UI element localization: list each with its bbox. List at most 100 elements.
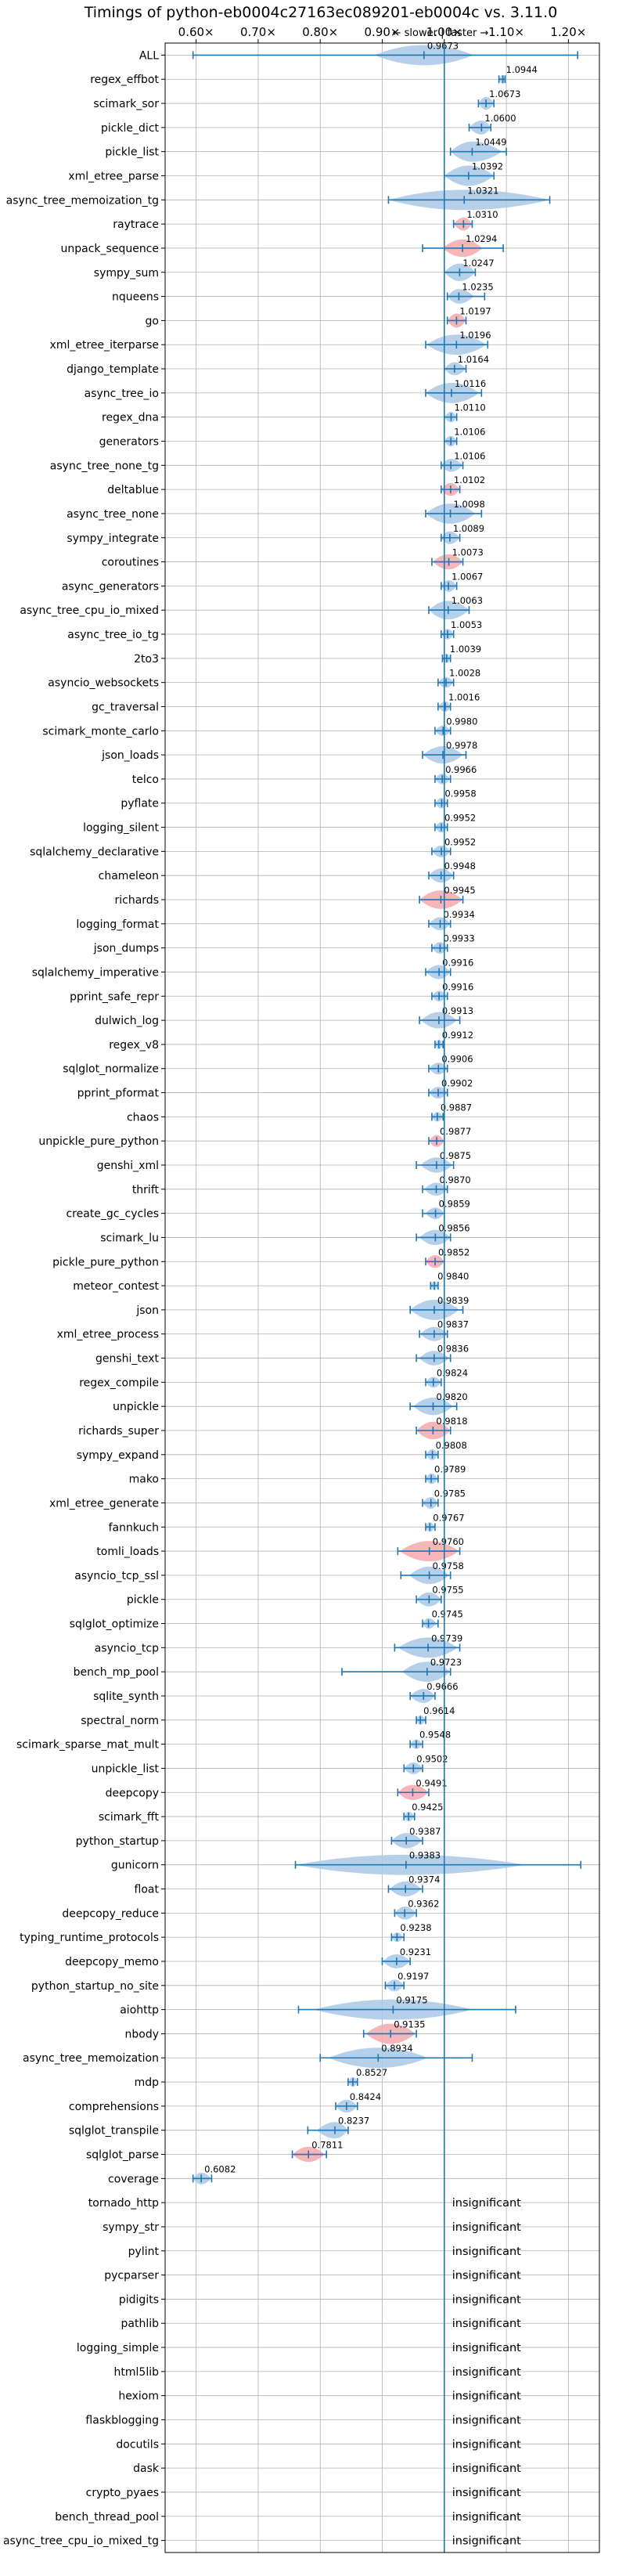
value-label: 0.9840 bbox=[437, 1271, 469, 1282]
benchmark-name: deepcopy_reduce bbox=[62, 1907, 159, 1920]
benchmark-row: float 0.9374 bbox=[135, 1874, 440, 1897]
benchmark-name: html5lib bbox=[114, 2366, 160, 2379]
benchmark-name: create_gc_cycles bbox=[66, 1208, 159, 1221]
benchmark-row: sympy_str insignificant bbox=[103, 2221, 521, 2234]
value-label: 1.0039 bbox=[450, 644, 481, 655]
benchmark-name: regex_dna bbox=[102, 412, 159, 424]
benchmark-name: nqueens bbox=[112, 291, 159, 304]
benchmark-name: pathlib bbox=[121, 2318, 160, 2330]
benchmark-row: sympy_sum 1.0247 bbox=[94, 258, 495, 281]
value-label: 1.0294 bbox=[466, 233, 497, 244]
benchmark-row: pprint_pformat 0.9902 bbox=[77, 1078, 473, 1100]
insignificant-label: insignificant bbox=[452, 2197, 521, 2210]
benchmark-row: hexiom insignificant bbox=[118, 2390, 521, 2403]
value-label: 0.9887 bbox=[441, 1102, 472, 1113]
grid-lines bbox=[165, 43, 599, 2553]
value-label: 0.9837 bbox=[437, 1319, 469, 1330]
benchmark-row: pickle_list 1.0449 bbox=[105, 137, 507, 162]
benchmark-row: bench_mp_pool 0.9723 bbox=[74, 1657, 462, 1683]
benchmark-name: logging_simple bbox=[77, 2342, 159, 2354]
benchmark-name: async_tree_io_tg bbox=[67, 629, 159, 641]
x-tick-label: 0.80× bbox=[302, 25, 338, 39]
benchmark-row: json_loads 0.9978 bbox=[101, 740, 477, 764]
benchmark-name: fannkuch bbox=[109, 1521, 159, 1534]
value-label: 0.9135 bbox=[394, 2019, 425, 2029]
benchmark-row: deepcopy 0.9491 bbox=[106, 1777, 448, 1800]
benchmark-row: bench_thread_pool insignificant bbox=[55, 2511, 521, 2524]
benchmark-row: async_tree_cpu_io_mixed 1.0063 bbox=[20, 595, 483, 620]
value-label: 1.0310 bbox=[466, 209, 498, 220]
x-tick-label: 1.10× bbox=[488, 25, 524, 39]
benchmark-row: pidigits insignificant bbox=[119, 2293, 521, 2306]
value-label: 1.0102 bbox=[454, 474, 485, 485]
benchmark-name: coroutines bbox=[102, 557, 159, 569]
value-label: 0.9231 bbox=[400, 1946, 431, 1957]
benchmark-row: pathlib insignificant bbox=[121, 2318, 522, 2330]
value-label: 0.9978 bbox=[446, 740, 477, 751]
value-label: 0.9824 bbox=[437, 1367, 468, 1378]
benchmark-name: genshi_xml bbox=[97, 1160, 159, 1172]
benchmark-row: async_tree_cpu_io_mixed_tg insignificant bbox=[3, 2535, 521, 2548]
benchmark-name: regex_effbot bbox=[90, 74, 159, 86]
value-label: 0.9491 bbox=[416, 1777, 447, 1788]
value-label: 1.0164 bbox=[458, 354, 489, 365]
insignificant-label: insignificant bbox=[452, 2342, 521, 2354]
benchmark-row: thrift 0.9870 bbox=[132, 1174, 471, 1196]
value-label: 0.9870 bbox=[439, 1174, 470, 1185]
x-tick-label: 1.20× bbox=[550, 25, 586, 39]
benchmark-row: pickle_dict 1.0600 bbox=[101, 113, 516, 135]
benchmark-row: json 0.9839 bbox=[135, 1295, 469, 1320]
value-label: 1.0098 bbox=[454, 499, 485, 510]
value-label: 0.6082 bbox=[204, 2163, 236, 2174]
value-label: 0.9723 bbox=[430, 1657, 462, 1668]
benchmark-name: sympy_sum bbox=[94, 267, 159, 280]
benchmark-row: python_startup_no_site 0.9197 bbox=[31, 1971, 429, 1993]
benchmark-name: telco bbox=[132, 774, 159, 786]
value-label: 0.9852 bbox=[438, 1247, 470, 1257]
value-label: 1.0063 bbox=[452, 595, 483, 606]
benchmark-row: sqlglot_normalize 0.9906 bbox=[63, 1054, 473, 1076]
benchmark-row: sqlglot_transpile 0.8237 bbox=[69, 2116, 369, 2139]
benchmark-name: async_generators bbox=[62, 580, 159, 593]
value-label: 0.9758 bbox=[433, 1560, 464, 1571]
benchmark-name: gc_traversal bbox=[92, 701, 159, 713]
plot-frame bbox=[164, 42, 600, 2553]
benchmark-row: pyflate 0.9958 bbox=[121, 788, 476, 810]
value-label: 0.8934 bbox=[381, 2043, 412, 2054]
value-label: 0.9952 bbox=[444, 813, 476, 824]
insignificant-label: insignificant bbox=[452, 2318, 521, 2330]
benchmark-name: richards bbox=[115, 894, 160, 907]
benchmark-name: spectral_norm bbox=[81, 1715, 159, 1727]
benchmark-row: async_tree_io 1.0116 bbox=[85, 378, 486, 403]
benchmark-name: scimark_sparse_mat_mult bbox=[16, 1739, 159, 1752]
benchmark-row: coroutines 1.0073 bbox=[102, 547, 484, 570]
benchmark-row: logging_simple insignificant bbox=[77, 2342, 521, 2354]
benchmark-row: asyncio_tcp_ssl 0.9758 bbox=[74, 1560, 464, 1585]
benchmark-name: django_template bbox=[67, 363, 159, 376]
benchmark-row: async_tree_none_tg 1.0106 bbox=[50, 450, 486, 472]
benchmark-row: xml_etree_generate 0.9785 bbox=[49, 1488, 466, 1510]
benchmark-name: bench_thread_pool bbox=[55, 2511, 159, 2524]
insignificant-label: insignificant bbox=[452, 2246, 521, 2258]
benchmark-row: tornado_http insignificant bbox=[88, 2197, 521, 2210]
benchmark-name: sqlglot_transpile bbox=[69, 2125, 159, 2138]
value-label: 0.7811 bbox=[311, 2140, 343, 2151]
benchmark-name: thrift bbox=[132, 1184, 160, 1196]
benchmark-name: async_tree_none_tg bbox=[50, 460, 159, 472]
value-label: 0.9785 bbox=[434, 1488, 466, 1499]
value-label: 0.9745 bbox=[432, 1609, 463, 1620]
benchmark-row: regex_effbot 1.0944 bbox=[90, 64, 538, 86]
benchmark-name: gunicorn bbox=[111, 1860, 159, 1872]
benchmark-row: async_tree_memoization_tg 1.0321 bbox=[6, 185, 551, 211]
value-label: 0.9952 bbox=[444, 836, 476, 847]
x-axis-ticks: 0.60× 0.70× 0.80× 0.90× 1.00× 1.10× 1.20× bbox=[161, 25, 586, 2542]
x-tick-label: 1.00× bbox=[426, 25, 462, 39]
benchmark-name: scimark_fft bbox=[99, 1811, 160, 1824]
benchmark-name: sqlalchemy_declarative bbox=[30, 846, 159, 858]
benchmark-name: async_tree_none bbox=[67, 508, 159, 521]
benchmark-name: bench_mp_pool bbox=[74, 1666, 159, 1679]
benchmark-row: regex_dna 1.0110 bbox=[102, 402, 486, 424]
benchmark-row: pickle_pure_python 0.9852 bbox=[52, 1247, 470, 1268]
benchmark-name: mako bbox=[129, 1474, 159, 1486]
